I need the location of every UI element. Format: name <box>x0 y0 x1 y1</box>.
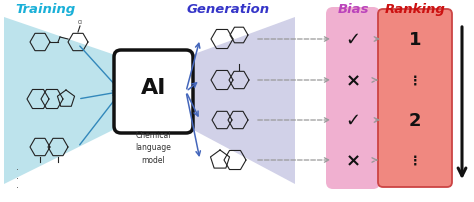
Text: Bias: Bias <box>337 3 369 16</box>
Text: ⋮: ⋮ <box>409 154 421 167</box>
FancyBboxPatch shape <box>114 51 193 133</box>
Text: ·
·
·: · · · <box>17 164 19 192</box>
Text: Cl: Cl <box>78 20 82 25</box>
Text: ✓: ✓ <box>346 112 361 129</box>
Text: Chemical
language
model: Chemical language model <box>136 130 172 164</box>
Polygon shape <box>186 18 295 184</box>
Text: ×: × <box>346 151 361 169</box>
Text: AI: AI <box>141 78 166 98</box>
Text: ✓: ✓ <box>346 31 361 49</box>
Text: Training: Training <box>15 3 75 16</box>
FancyBboxPatch shape <box>326 8 380 189</box>
Polygon shape <box>4 18 121 184</box>
FancyBboxPatch shape <box>378 10 452 187</box>
Text: 1: 1 <box>409 31 421 49</box>
Text: Ranking: Ranking <box>384 3 446 16</box>
Text: ×: × <box>346 72 361 89</box>
Text: Generation: Generation <box>186 3 270 16</box>
Text: 2: 2 <box>409 112 421 129</box>
Text: ⋮: ⋮ <box>409 74 421 87</box>
